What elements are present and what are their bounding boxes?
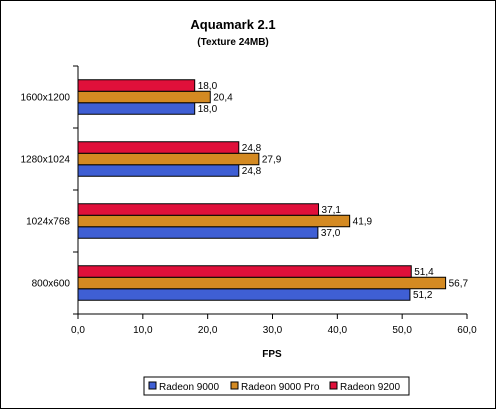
bar bbox=[77, 276, 447, 290]
bar bbox=[77, 288, 411, 301]
data-label: 24,8 bbox=[242, 143, 262, 154]
legend-label: Radeon 9000 bbox=[159, 382, 219, 393]
bar bbox=[77, 79, 196, 92]
data-label: 18,0 bbox=[198, 104, 218, 115]
x-tick-label: 30,0 bbox=[263, 325, 283, 336]
bar bbox=[77, 214, 351, 228]
bar bbox=[77, 164, 240, 177]
data-label: 37,1 bbox=[322, 205, 342, 216]
category-label: 1024x768 bbox=[26, 217, 70, 228]
x-tick-label: 10,0 bbox=[133, 325, 153, 336]
bar bbox=[77, 152, 260, 166]
chart-title: Aquamark 2.1 bbox=[190, 17, 275, 32]
bar bbox=[77, 141, 240, 154]
legend-label: Radeon 9200 bbox=[340, 382, 400, 393]
x-tick-label: 40,0 bbox=[328, 325, 348, 336]
plot-area: 0,0 10,0 20,0 30,0 40,0 50,0 60,0 1600x1200 18,0… bbox=[21, 65, 477, 336]
category-label: 1280x1024 bbox=[21, 155, 71, 166]
x-axis-title: FPS bbox=[262, 349, 282, 360]
legend-swatch bbox=[329, 381, 338, 390]
legend-box bbox=[143, 376, 410, 396]
data-label: 51,4 bbox=[414, 267, 434, 278]
data-label: 56,7 bbox=[449, 279, 469, 290]
x-tick-label: 20,0 bbox=[198, 325, 218, 336]
data-label: 27,9 bbox=[262, 155, 282, 166]
data-label: 41,9 bbox=[353, 217, 373, 228]
bar bbox=[77, 226, 319, 239]
legend-swatch bbox=[230, 381, 239, 390]
bar bbox=[77, 203, 320, 216]
data-label: 20,4 bbox=[213, 93, 233, 104]
legend-swatch bbox=[148, 381, 157, 390]
bar bbox=[77, 90, 211, 104]
chart-subtitle: (Texture 24MB) bbox=[197, 37, 269, 48]
data-label: 37,0 bbox=[321, 228, 341, 239]
legend-label: Radeon 9000 Pro bbox=[241, 382, 320, 393]
data-label: 51,2 bbox=[413, 290, 433, 301]
category-label: 800x600 bbox=[32, 279, 71, 290]
x-tick-label: 50,0 bbox=[392, 325, 412, 336]
x-tick-label: 60,0 bbox=[457, 325, 477, 336]
bar bbox=[77, 102, 196, 115]
bar bbox=[77, 265, 412, 278]
legend: Radeon 9000 Radeon 9000 Pro Radeon 9200 bbox=[143, 376, 410, 396]
category-label: 1600x1200 bbox=[21, 93, 71, 104]
data-label: 24,8 bbox=[242, 166, 262, 177]
data-label: 18,0 bbox=[198, 81, 218, 92]
x-tick-label: 0,0 bbox=[71, 325, 85, 336]
